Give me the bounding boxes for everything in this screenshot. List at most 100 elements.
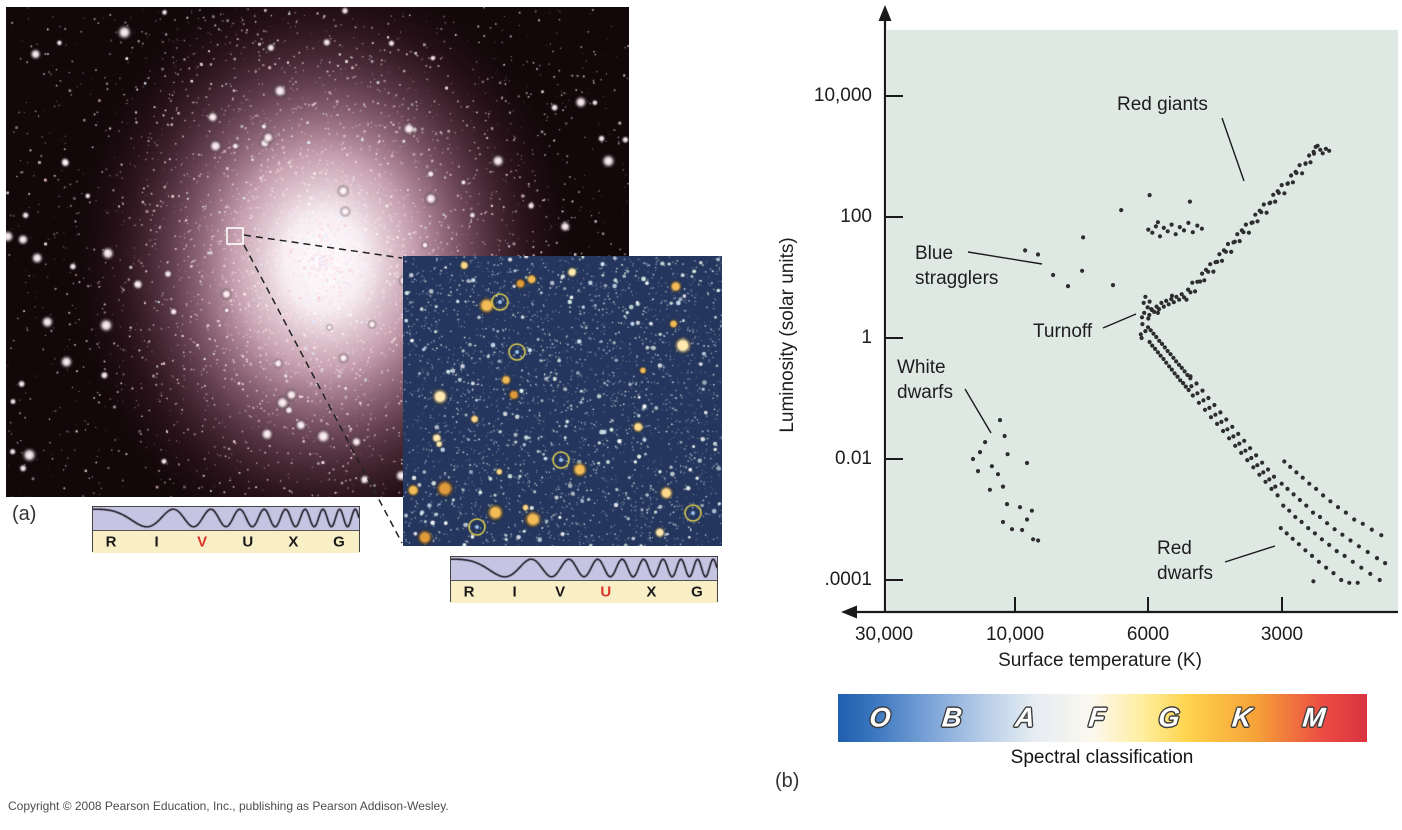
star-point-red_dwarf_fan [1350,559,1355,564]
star-point-main_sequence_upper [1162,345,1167,350]
star-point-main_sequence_lower [1213,412,1218,417]
y-tick-label: 10,000 [813,85,872,106]
star-point-red_dwarf_fan [1379,533,1384,538]
star-point-giant_branch_tip [1327,148,1332,153]
star-point-red_giant_branch [1303,161,1308,166]
star-point-turnoff_region [1139,335,1144,341]
star-point-subgiant_branch [1179,292,1184,297]
star-point-red_dwarf_fan [1328,499,1333,504]
star-point-main_sequence_upper [1153,346,1158,351]
x-tick-label: 6000 [1126,624,1170,645]
em-wave-strip [451,557,717,581]
star-point-main_sequence_lower [1267,477,1272,482]
rivuxg-letter-I: I [154,533,159,551]
star-point-giant_branch_tip [1320,151,1325,156]
star-point-red_giant_branch [1255,219,1260,224]
x-tick-label: 30,000 [854,624,914,645]
star-point-main_sequence_lower [1231,434,1236,439]
star-point-giant_branch_tip [1313,144,1318,149]
star-point-white_dwarfs [1029,508,1034,513]
star-point-horizontal_branch [1161,225,1166,230]
star-point-main_sequence_upper [1165,348,1170,354]
star-point-white_dwarfs [1004,502,1010,507]
star-point-horizontal_branch [1146,227,1151,232]
star-point-subgiant_branch [1164,298,1169,303]
star-point-red_giant_branch [1243,222,1248,227]
star-point-main_sequence_upper [1168,352,1173,357]
spectral-class-letter-O: O [867,702,893,733]
spectral-class-letter-K: K [1230,702,1253,733]
star-point-turnoff_region [1142,310,1147,315]
star-point-red_dwarf_fan [1369,527,1374,532]
y-axis-title: Luminosity (solar units) [777,237,798,433]
star-point-horizontal_branch [1186,220,1191,225]
star-point-red_giant_branch [1259,210,1264,215]
star-point-red_dwarf_fan [1359,565,1364,570]
star-point-red_giant_branch [1253,212,1258,217]
star-point-main_sequence_lower [1194,381,1199,386]
star-point-main_sequence_lower [1248,446,1253,451]
star-point-red_giant_branch [1282,191,1287,196]
zoom-region-square [226,227,244,245]
star-point-red_dwarf_fan [1365,549,1370,555]
star-point-main_sequence_upper [1159,341,1165,346]
star-point-main_sequence_upper [1175,374,1180,379]
wavelength-chirp-icon [93,507,359,529]
star-point-red_giant_branch [1208,262,1213,267]
y-axis-arrow-icon [878,5,892,21]
star-point-turnoff_region [1145,305,1150,310]
star-point-main_sequence_upper [1172,371,1177,376]
star-point-red_dwarf_fan [1343,510,1348,515]
blue-stragglers-leader-line [967,251,1043,265]
star-point-red_dwarf_fan [1340,532,1345,537]
star-point-main_sequence_lower [1225,427,1230,432]
star-point-red_dwarf_fan [1300,475,1305,480]
star-point-red_dwarf_fan [1368,571,1373,577]
spectral-class-letter-B: B [941,702,964,733]
panel-a-label: (a) [12,503,37,525]
star-point-main_sequence_upper [1174,359,1179,364]
star-point-white_dwarfs [977,450,983,455]
star-point-red_giant_branch [1211,269,1216,274]
star-point-turnoff_region [1141,300,1146,305]
star-point-red_dwarf_fan [1282,459,1287,464]
star-point-red_dwarf_fan [1284,531,1289,536]
star-point-horizontal_branch [1169,222,1174,227]
rivuxg-letter-U: U [600,583,612,601]
star-point-red_dwarf_fan [1288,464,1293,469]
star-point-red_giant_branch [1300,171,1305,176]
star-point-blue_stragglers [1023,248,1028,253]
star-point-red_dwarf_fan [1290,536,1295,541]
star-point-red_giant_branch [1311,151,1317,156]
star-point-red_dwarf_fan [1285,486,1290,491]
star-point-red_giant_branch [1217,252,1222,257]
star-point-red_dwarf_fan [1304,503,1309,508]
star-point-red_giant_branch [1200,271,1205,276]
star-point-main_sequence_upper [1157,338,1162,343]
star-point-red_giant_branch [1193,289,1198,294]
star-point-red_dwarf_fan [1278,526,1283,531]
star-point-main_sequence_upper [1186,387,1191,393]
star-point-red_dwarf_fan [1332,527,1337,532]
star-point-white_dwarfs [1017,505,1023,510]
star-point-red_dwarf_fan [1306,526,1311,531]
star-point-main_sequence_upper [1150,343,1155,348]
star-point-red_dwarf_fan [1316,559,1321,564]
copyright-line: Copyright © 2008 Pearson Education, Inc.… [8,799,449,813]
star-point-main_sequence_lower [1206,395,1211,401]
star-point-main_sequence_upper [1147,339,1152,345]
star-point-bright_giants_scatter [1119,208,1124,213]
star-point-turnoff_region [1140,322,1145,327]
star-point-main_sequence_lower [1196,400,1201,405]
star-point-red_dwarf_fan [1297,497,1302,503]
star-point-main_sequence_upper [1167,364,1172,369]
star-point-red_dwarf_fan [1291,492,1296,497]
rivuxg-letter-U: U [242,533,254,551]
star-point-subgiant_branch [1169,293,1175,298]
star-point-main_sequence_upper [1176,362,1182,367]
star-point-red_dwarf_fan [1356,544,1361,549]
star-point-subgiant_branch [1174,294,1179,299]
